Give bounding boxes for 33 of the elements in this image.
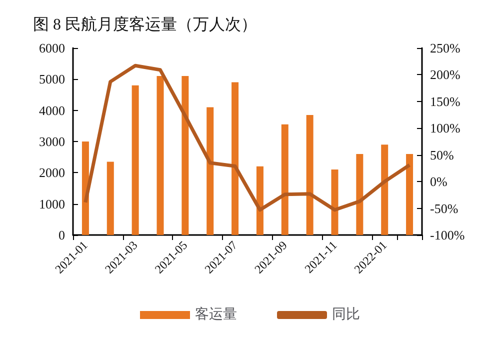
y2-tick-label: 50% <box>430 147 454 162</box>
bar <box>206 107 214 235</box>
y2-tick-label: 150% <box>430 94 460 109</box>
chart-title: 图 8 民航月度客运量（万人次） <box>33 16 257 34</box>
y-tick-label: 4000 <box>39 102 65 118</box>
bar <box>156 76 164 235</box>
legend-label: 客运量 <box>195 306 237 322</box>
bar <box>281 124 288 235</box>
bar <box>381 144 388 235</box>
bar <box>331 170 338 235</box>
bar <box>132 85 139 235</box>
y-tick-label: 3000 <box>39 134 65 149</box>
y2-tick-label: -50% <box>430 200 458 216</box>
y2-tick-label: 100% <box>430 120 460 136</box>
bar <box>356 154 364 235</box>
y-tick-label: 5000 <box>39 72 65 87</box>
line-series <box>84 64 412 212</box>
bar <box>182 76 189 235</box>
y-tick-label: 2000 <box>39 165 65 180</box>
y2-tick-label: 250% <box>430 40 460 56</box>
y-tick-label: 0 <box>58 228 65 242</box>
bar <box>256 166 264 235</box>
y2-tick-label: 200% <box>430 67 460 82</box>
legend-label: 同比 <box>332 306 360 322</box>
bar <box>82 142 89 235</box>
y-tick-label: 6000 <box>39 40 65 56</box>
bar <box>106 162 114 235</box>
y2-tick-label: 0% <box>430 174 448 190</box>
y-tick-label: 1000 <box>39 196 65 212</box>
bar <box>232 82 239 235</box>
bar <box>406 154 414 235</box>
y2-tick-label: -100% <box>430 228 465 242</box>
bar <box>306 115 314 235</box>
